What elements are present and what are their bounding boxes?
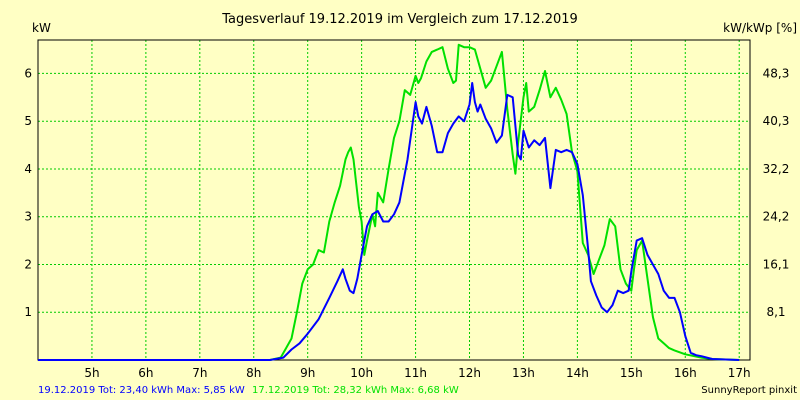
y-axis-left-ticks: 1 2 3 4 5 6 — [24, 66, 32, 319]
x-tick-label: 6h — [138, 366, 153, 380]
x-tick-label: 14h — [566, 366, 589, 380]
x-tick-label: 5h — [84, 366, 99, 380]
y-tick-label-left: 2 — [24, 257, 32, 271]
y-tick-label-right: 16,1 — [763, 257, 790, 271]
y-axis-right-label: kW/kWp [%] — [723, 21, 797, 35]
x-tick-label: 11h — [404, 366, 427, 380]
x-tick-label: 13h — [512, 366, 535, 380]
grid — [38, 40, 750, 360]
x-tick-label: 17h — [728, 366, 751, 380]
series-line-17-12-2019 — [38, 43, 740, 361]
footer-credit: SunnyReport pinxit — [701, 385, 797, 396]
footer-series1-summary: 19.12.2019 Tot: 23,40 kWh Max: 5,85 kW — [38, 385, 245, 396]
series-line-19-12-2019 — [38, 82, 740, 361]
x-tick-label: 16h — [674, 366, 697, 380]
x-tick-label: 15h — [620, 366, 643, 380]
y-tick-label-left: 4 — [24, 162, 32, 176]
y-tick-label-left: 1 — [24, 305, 32, 319]
x-tick-label: 12h — [458, 366, 481, 380]
y-tick-label-right: 8,1 — [766, 305, 785, 319]
x-axis-ticks: 5h 6h 7h 8h 9h 10h 11h 12h 13h 14h 15h 16h 17h — [84, 366, 750, 380]
x-tick-label: 8h — [246, 366, 261, 380]
footer-series2-summary: 17.12.2019 Tot: 28,32 kWh Max: 6,68 kW — [252, 385, 459, 396]
footer-legend: 19.12.2019 Tot: 23,40 kWh Max: 5,85 kW 1… — [38, 385, 459, 396]
y-tick-label-left: 6 — [24, 66, 32, 80]
y-tick-label-left: 5 — [24, 114, 32, 128]
y-tick-label-right: 40,3 — [763, 114, 790, 128]
y-tick-label-right: 32,2 — [763, 162, 790, 176]
y-axis-right-ticks: 8,1 16,1 24,2 32,2 40,3 48,3 — [763, 66, 790, 319]
series-lines — [38, 43, 740, 361]
x-tick-label: 10h — [350, 366, 373, 380]
chart-title: Tagesverlauf 19.12.2019 im Vergleich zum… — [221, 12, 578, 27]
x-tick-label: 7h — [192, 366, 207, 380]
y-axis-left-label: kW — [32, 21, 51, 35]
y-tick-label-right: 48,3 — [763, 66, 790, 80]
y-tick-label-left: 3 — [24, 210, 32, 224]
plot-frame — [37, 39, 751, 361]
y-tick-label-right: 24,2 — [763, 210, 790, 224]
x-tick-label: 9h — [300, 366, 315, 380]
